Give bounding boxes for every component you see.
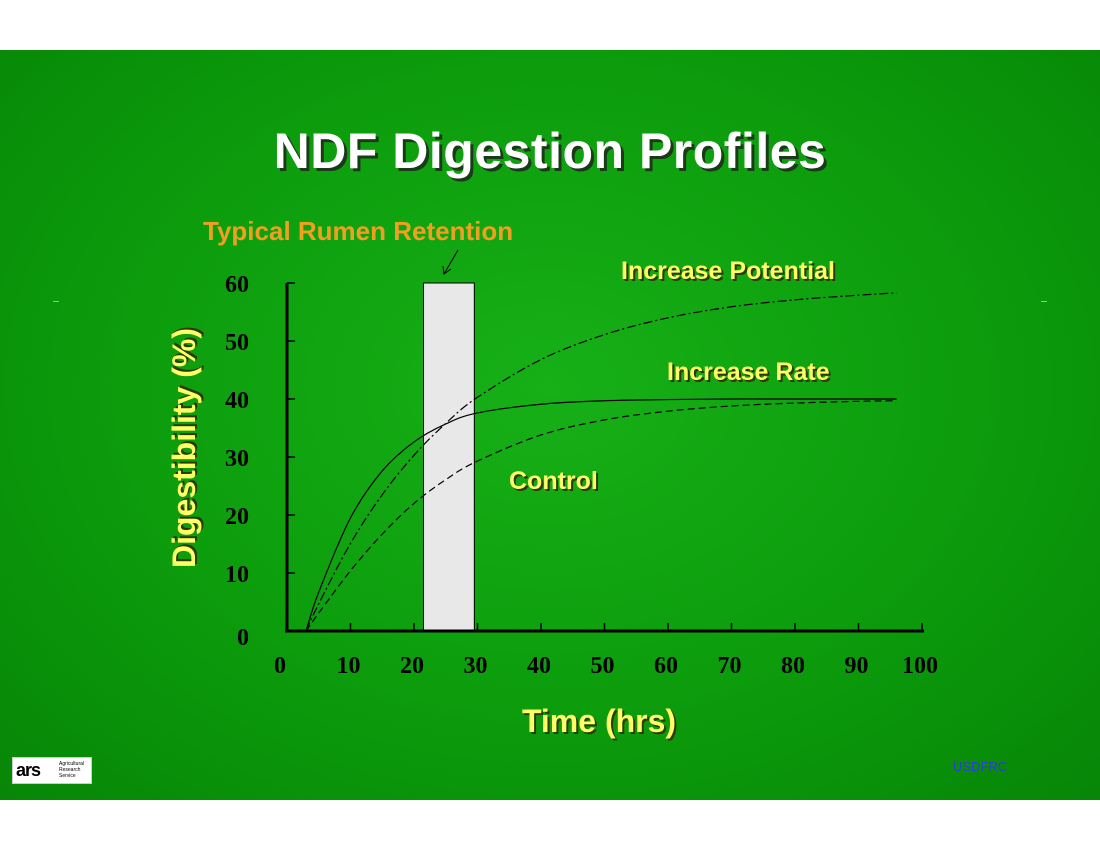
x-tick-label: 90 (845, 653, 869, 679)
x-tick-label: 70 (718, 653, 742, 679)
ticks-layer: 0 10 20 30 40 50 60 0 10 20 30 40 50 60 70 80 90 100 (225, 272, 938, 679)
series-line-increase-rate (305, 398, 897, 632)
retention-label: Typical Rumen Retention (203, 216, 513, 246)
x-tick-label: 50 (591, 653, 615, 679)
x-axis-title-text: Time (hrs) (522, 703, 676, 739)
y-tick-label: 60 (225, 272, 249, 298)
retention-band (423, 282, 475, 632)
credit-text: USDFRC (953, 759, 1008, 774)
x-tick-label: 100 (902, 653, 938, 679)
right-edge-mark (1041, 301, 1047, 302)
series-line-increase-potential (305, 292, 897, 632)
x-axis-title: Time (hrs)Time (hrs) (522, 703, 678, 741)
x-tick-label: 10 (337, 653, 361, 679)
label-increase-potential-shadow: Increase Potential (623, 259, 837, 287)
y-tick-label: 50 (225, 330, 249, 356)
y-axis-title: Digestibility (%)Digestibility (%) (166, 326, 204, 568)
y-tick-label: 0 (237, 625, 249, 651)
slide-title: NDF Digestion Profiles (273, 123, 827, 179)
left-edge-mark (53, 301, 59, 302)
x-tick-label: 0 (274, 653, 286, 679)
series-line-control (305, 400, 897, 632)
y-tick-label: 40 (225, 388, 249, 414)
x-tick-label: 40 (527, 653, 551, 679)
retention-band-layer (423, 282, 475, 632)
x-axis-title-shadow: Time (hrs) (524, 705, 678, 741)
retention-arrow-shaft (443, 249, 459, 275)
slide-background: NDF Digestion Profiles ars Agricultural … (0, 50, 1100, 800)
ars-logo-mark: ars (16, 760, 41, 780)
ars-logo-text: Agricultural Research Service (59, 761, 85, 779)
y-tick-label: 20 (225, 504, 249, 530)
y-axis-title-text: Digestibility (%) (166, 328, 202, 568)
label-control-text: Control (509, 467, 598, 495)
y-tick-label: 10 (225, 562, 249, 588)
curves-layer (305, 292, 897, 632)
retention-arrow-head (442, 265, 452, 275)
y-tick-label: 30 (225, 446, 249, 472)
label-control-shadow: Control (511, 469, 600, 497)
x-tick-label: 80 (781, 653, 805, 679)
label-increase-potential-text: Increase Potential (621, 257, 835, 285)
label-increase-rate-shadow: Increase Rate (669, 360, 832, 388)
y-axis-title-shadow: Digestibility (%) (168, 326, 204, 566)
x-tick-label: 30 (464, 653, 488, 679)
axes-layer (285, 283, 924, 633)
x-tick-label: 60 (654, 653, 678, 679)
label-increase-rate-text: Increase Rate (667, 358, 830, 386)
x-tick-label: 20 (400, 653, 424, 679)
ars-logo: ars Agricultural Research Service (12, 757, 92, 784)
